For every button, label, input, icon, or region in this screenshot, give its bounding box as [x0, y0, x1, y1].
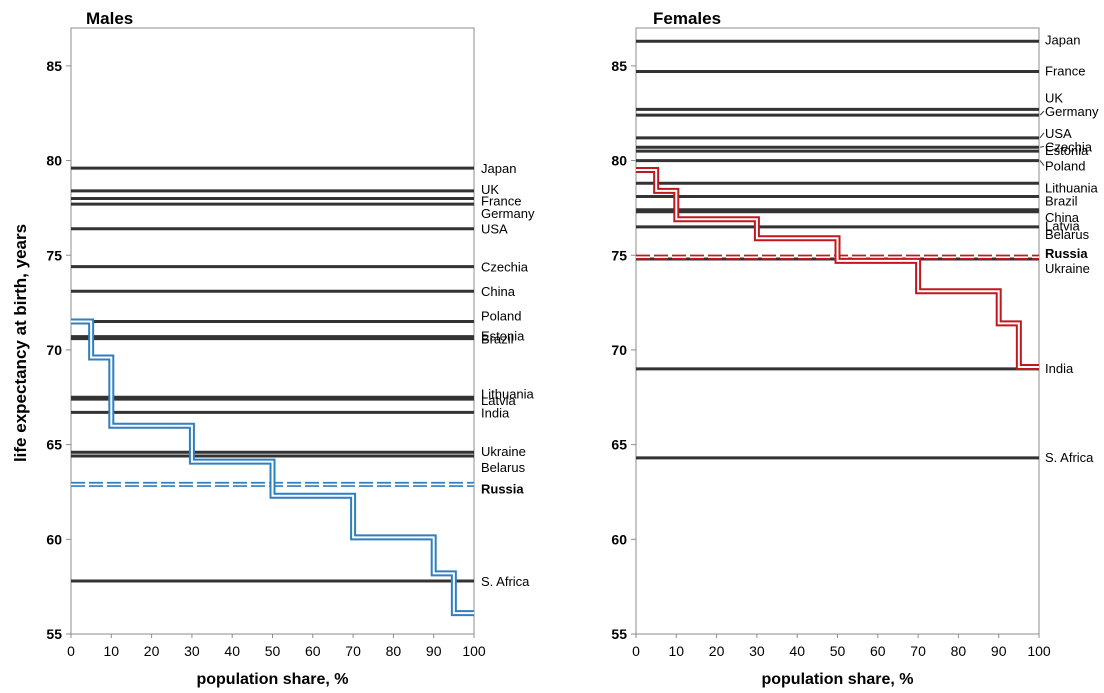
x-axis-label: population share, %	[196, 671, 348, 688]
y-tick-label: 55	[46, 626, 62, 642]
x-tick-label: 60	[305, 643, 321, 659]
country-label: France	[481, 193, 521, 208]
x-tick-label: 70	[345, 643, 361, 659]
country-label: Belarus	[481, 460, 526, 475]
country-label: Ukraine	[1045, 261, 1090, 276]
country-label: Brazil	[1045, 194, 1078, 209]
x-tick-label: 50	[830, 643, 846, 659]
x-tick-label: 60	[870, 643, 886, 659]
y-tick-label: 65	[46, 437, 62, 453]
country-label: Ukraine	[481, 444, 526, 459]
y-tick-label: 65	[611, 437, 627, 453]
label-leader-line	[1039, 132, 1045, 139]
country-label: Brazil	[481, 332, 514, 347]
country-label: Estonia	[1045, 143, 1089, 158]
y-tick-label: 70	[611, 342, 627, 358]
x-tick-label: 40	[224, 643, 240, 659]
label-leader-line	[1039, 160, 1045, 166]
x-tick-label: 90	[426, 643, 442, 659]
y-tick-label: 75	[611, 247, 627, 263]
x-axis-label: population share, %	[761, 671, 913, 688]
x-tick-label: 0	[67, 643, 75, 659]
panel-title: Females	[653, 9, 721, 28]
panel-males: Males 55 60 65 70 75 80 85 0 10 20 30 40 50 60 70 80 90 10…	[46, 9, 535, 688]
country-label: Belarus	[1045, 227, 1090, 242]
country-label: Czechia	[1045, 139, 1093, 154]
distribution-step-line	[636, 167, 1039, 370]
panel-title: Males	[86, 9, 133, 28]
country-label: Latvia	[1045, 219, 1080, 234]
label-leader-line	[1039, 110, 1045, 116]
y-axis-label: life expectancy at birth, years	[11, 224, 30, 462]
country-label: Lithuania	[481, 386, 535, 401]
x-tick-label: 100	[462, 643, 486, 659]
country-label: India	[1045, 361, 1074, 376]
x-tick-label: 30	[749, 643, 765, 659]
country-label: Latvia	[481, 393, 516, 408]
country-label: USA	[1045, 126, 1072, 141]
x-tick-label: 100	[1027, 643, 1051, 659]
russia-label: Russia	[1045, 246, 1088, 261]
y-tick-label: 60	[46, 531, 62, 547]
x-tick-label: 90	[991, 643, 1007, 659]
country-label: Czechia	[481, 260, 529, 275]
x-tick-label: 40	[789, 643, 805, 659]
plot-frame	[70, 27, 475, 635]
x-tick-label: 10	[104, 643, 120, 659]
x-tick-label: 80	[951, 643, 967, 659]
country-label: Poland	[481, 309, 521, 324]
y-tick-label: 80	[46, 153, 62, 169]
country-label: China	[481, 284, 516, 299]
y-tick-label: 60	[611, 531, 627, 547]
country-label: UK	[481, 182, 499, 197]
country-label: USA	[481, 222, 508, 237]
country-label: Japan	[1045, 32, 1080, 47]
y-tick-label: 55	[611, 626, 627, 642]
country-label: India	[481, 405, 510, 420]
panel-females: Females 55 60 65 70 75 80 85 0 10 20 30 40 50 60 70 80 90…	[611, 9, 1099, 688]
y-tick-label: 75	[46, 247, 62, 263]
country-label: Lithuania	[1045, 180, 1099, 195]
y-tick-label: 70	[46, 342, 62, 358]
y-tick-label: 85	[46, 58, 62, 74]
x-tick-label: 70	[910, 643, 926, 659]
x-tick-label: 0	[632, 643, 640, 659]
country-label: S. Africa	[481, 574, 530, 589]
x-tick-label: 10	[669, 643, 685, 659]
y-tick-label: 80	[611, 153, 627, 169]
country-label: S. Africa	[1045, 450, 1094, 465]
x-tick-label: 30	[184, 643, 200, 659]
country-label: Germany	[1045, 104, 1099, 119]
russia-label: Russia	[481, 481, 524, 496]
country-label: Poland	[1045, 159, 1085, 174]
distribution-step-line-inner	[636, 169, 1039, 368]
country-label: China	[1045, 210, 1080, 225]
x-tick-label: 20	[709, 643, 725, 659]
x-tick-label: 80	[386, 643, 402, 659]
x-tick-label: 20	[144, 643, 160, 659]
label-leader-line	[1039, 145, 1045, 148]
country-label: UK	[1045, 90, 1063, 105]
country-label: Germany	[481, 206, 535, 221]
plot-frame	[635, 27, 1040, 635]
country-label: Japan	[481, 161, 516, 176]
country-label: Estonia	[481, 329, 525, 344]
country-label: France	[1045, 64, 1085, 79]
x-tick-label: 50	[265, 643, 281, 659]
distribution-step-line-inner	[71, 320, 474, 615]
y-tick-label: 85	[611, 58, 627, 74]
